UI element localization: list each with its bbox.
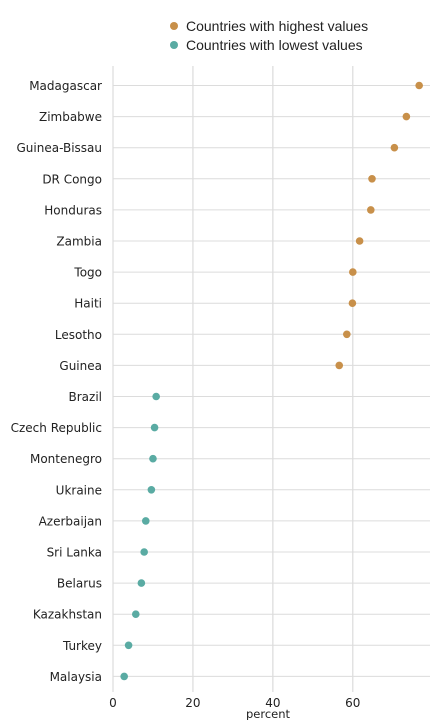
legend-item-lowest: Countries with lowest values bbox=[170, 35, 368, 54]
category-label: Zimbabwe bbox=[39, 110, 102, 124]
category-label: Belarus bbox=[57, 577, 102, 591]
category-label: Turkey bbox=[62, 639, 102, 653]
category-label: Lesotho bbox=[55, 328, 102, 342]
legend: Countries with highest values Countries … bbox=[170, 16, 368, 54]
category-label: Togo bbox=[73, 266, 102, 280]
data-point bbox=[355, 237, 364, 245]
x-tick-label: 60 bbox=[345, 696, 360, 710]
category-label: Haiti bbox=[74, 297, 102, 311]
data-point bbox=[152, 392, 160, 401]
rows-layer: Madagascar Zimbabwe Guinea-Bissau DR Congo H… bbox=[11, 79, 430, 684]
data-point bbox=[368, 175, 376, 183]
data-point bbox=[349, 268, 357, 276]
data-point bbox=[147, 486, 156, 494]
category-label: Honduras bbox=[44, 203, 102, 217]
data-point bbox=[348, 299, 357, 308]
data-point bbox=[150, 423, 159, 432]
x-tick-label: 20 bbox=[185, 696, 200, 710]
data-point bbox=[131, 610, 140, 618]
data-point bbox=[124, 641, 133, 650]
category-label: Malaysia bbox=[50, 670, 102, 684]
grid-layer bbox=[112, 66, 354, 692]
data-point bbox=[343, 330, 351, 339]
data-point bbox=[390, 143, 399, 152]
legend-label-highest: Countries with highest values bbox=[186, 17, 369, 34]
category-label: DR Congo bbox=[42, 172, 102, 186]
category-label: Czech Republic bbox=[11, 421, 102, 435]
category-label: Montenegro bbox=[30, 452, 102, 466]
data-point bbox=[141, 517, 150, 525]
legend-marker-lowest bbox=[170, 40, 178, 49]
data-point bbox=[335, 361, 344, 370]
category-label: Madagascar bbox=[29, 79, 102, 93]
category-label: Kazakhstan bbox=[33, 608, 102, 622]
data-point bbox=[402, 112, 411, 121]
x-axis: 0 20 40 60 bbox=[109, 696, 360, 710]
legend-label-lowest: Countries with lowest values bbox=[186, 36, 363, 53]
x-tick-label: 40 bbox=[265, 696, 280, 710]
x-axis-title: percent bbox=[246, 707, 291, 720]
category-label: Sri Lanka bbox=[47, 546, 102, 560]
legend-marker-highest bbox=[170, 21, 178, 30]
data-point bbox=[120, 672, 128, 681]
category-label: Ukraine bbox=[56, 483, 102, 497]
data-point bbox=[137, 579, 146, 587]
category-label: Guinea-Bissau bbox=[16, 141, 102, 155]
data-point bbox=[415, 81, 423, 90]
category-label: Azerbaijan bbox=[39, 514, 102, 528]
data-point bbox=[149, 454, 157, 463]
points-layer bbox=[120, 81, 423, 681]
data-point bbox=[367, 206, 375, 214]
legend-item-highest: Countries with highest values bbox=[170, 16, 368, 35]
category-label: Guinea bbox=[59, 359, 102, 373]
category-label: Brazil bbox=[69, 390, 103, 404]
data-point bbox=[140, 548, 148, 556]
x-tick-label: 0 bbox=[109, 696, 117, 710]
category-label: Zambia bbox=[56, 235, 102, 249]
